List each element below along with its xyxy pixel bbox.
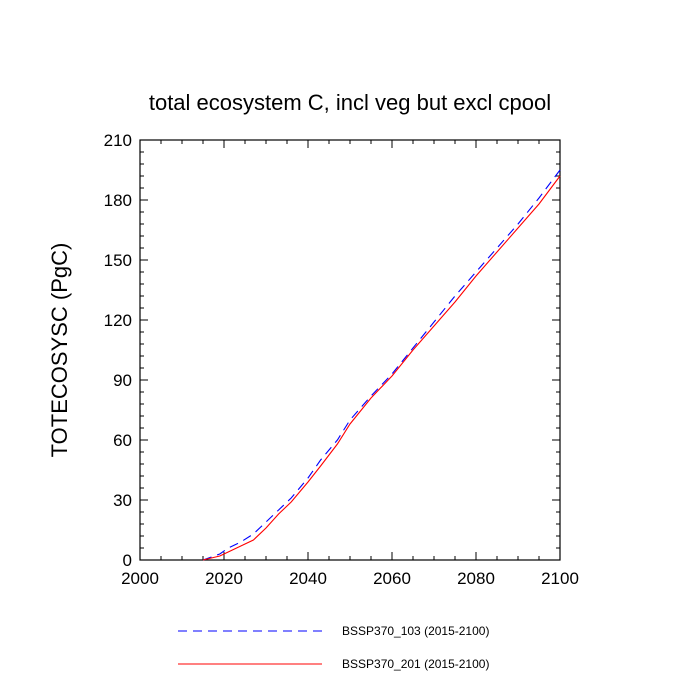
y-tick-label: 30: [113, 491, 132, 510]
plot-frame: [139, 139, 561, 561]
x-tick-label: 2080: [457, 569, 495, 588]
y-tick-label: 0: [123, 551, 132, 570]
x-tick-label: 2060: [373, 569, 411, 588]
x-tick-label: 2100: [541, 569, 579, 588]
legend-label-1: BSSP370_103 (2015-2100): [342, 624, 489, 638]
y-axis-label: TOTECOSYSC (PgC): [47, 243, 72, 458]
y-tick-label: 120: [104, 311, 132, 330]
y-tick-label: 180: [104, 191, 132, 210]
x-tick-label: 2000: [121, 569, 159, 588]
series-line-1: [202, 169, 561, 561]
y-tick-label: 60: [113, 431, 132, 450]
y-tick-label: 150: [104, 251, 132, 270]
plot-area: 2000 2020 2040 2060 2080 2100 0 30 60 90 120 150 180…: [104, 131, 579, 588]
y-tick-label: 210: [104, 131, 132, 150]
legend: BSSP370_103 (2015-2100) BSSP370_201 (2015…: [178, 624, 489, 671]
chart-title: total ecosystem C, incl veg but excl cpo…: [149, 90, 551, 115]
series-line-2: [202, 175, 561, 561]
legend-label-2: BSSP370_201 (2015-2100): [342, 657, 489, 671]
y-tick-label: 90: [113, 371, 132, 390]
x-tick-label: 2020: [205, 569, 243, 588]
x-tick-label: 2040: [289, 569, 327, 588]
